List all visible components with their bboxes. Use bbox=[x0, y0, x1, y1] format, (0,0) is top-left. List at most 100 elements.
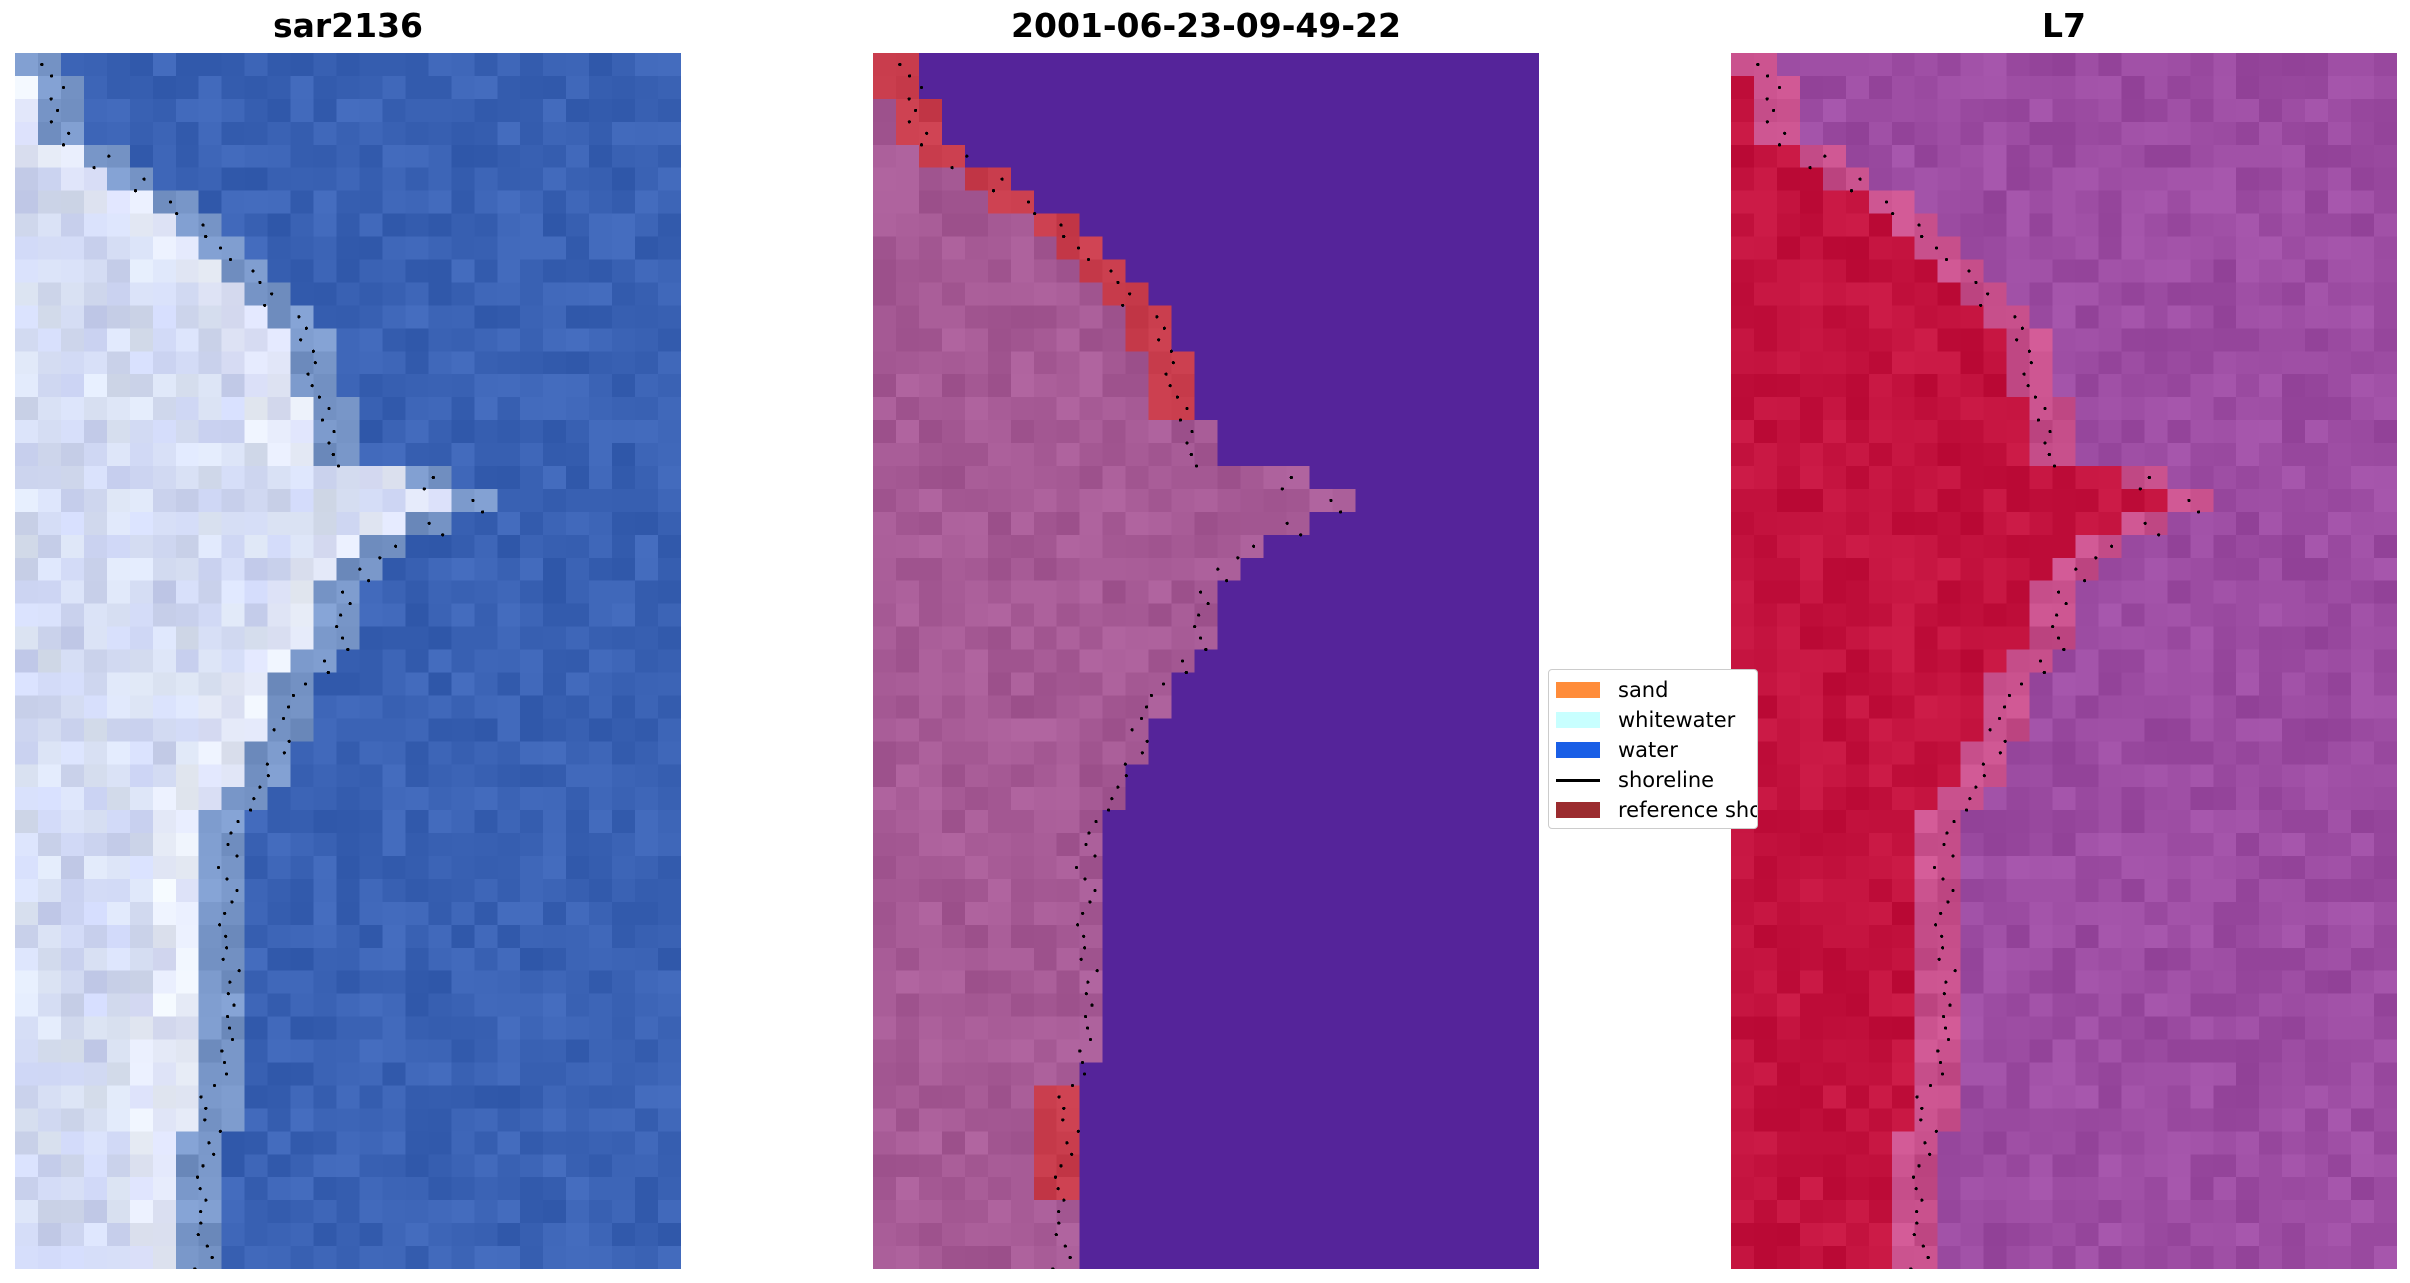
pixel bbox=[1240, 465, 1265, 490]
pixel bbox=[964, 53, 989, 77]
pixel bbox=[336, 764, 361, 788]
pixel bbox=[1010, 488, 1035, 513]
pixel bbox=[635, 1200, 659, 1224]
pixel bbox=[290, 1131, 315, 1155]
pixel bbox=[2282, 787, 2306, 811]
pixel bbox=[2374, 53, 2397, 77]
pixel bbox=[1937, 924, 1962, 949]
pixel bbox=[589, 1131, 613, 1155]
pixel bbox=[1217, 718, 1242, 742]
pixel bbox=[405, 924, 429, 949]
pixel bbox=[1079, 465, 1104, 490]
pixel bbox=[2374, 351, 2397, 375]
pixel bbox=[1125, 167, 1150, 192]
pixel bbox=[589, 328, 613, 352]
shoreline-point bbox=[303, 682, 308, 686]
pixel bbox=[1217, 465, 1242, 490]
pixel bbox=[359, 511, 384, 536]
pixel bbox=[1845, 764, 1870, 788]
pixel bbox=[1309, 236, 1333, 261]
pixel bbox=[566, 282, 590, 306]
pixel bbox=[1332, 534, 1356, 559]
shoreline-point bbox=[1088, 1038, 1093, 1042]
pixel bbox=[2259, 213, 2283, 238]
pixel bbox=[1056, 672, 1081, 697]
pixel bbox=[589, 351, 613, 375]
pixel bbox=[83, 603, 108, 628]
shoreline-point bbox=[224, 1072, 229, 1076]
pixel bbox=[1470, 465, 1494, 490]
pixel bbox=[198, 1131, 223, 1155]
pixel bbox=[1056, 53, 1081, 77]
pixel bbox=[1731, 878, 1755, 903]
pixel bbox=[2075, 213, 2100, 238]
shoreline-point bbox=[224, 934, 228, 938]
pixel bbox=[83, 1131, 108, 1155]
pixel bbox=[336, 190, 361, 215]
shoreline-point bbox=[204, 234, 208, 239]
pixel bbox=[1516, 98, 1539, 123]
pixel bbox=[1378, 75, 1402, 100]
pixel bbox=[1332, 924, 1356, 949]
pixel bbox=[658, 580, 681, 605]
pixel bbox=[1891, 856, 1916, 880]
pixel bbox=[2328, 465, 2352, 490]
pixel bbox=[2328, 351, 2352, 375]
pixel bbox=[658, 856, 681, 880]
pixel bbox=[918, 53, 943, 77]
pixel bbox=[1937, 534, 1962, 559]
pixel bbox=[2144, 626, 2168, 651]
pixel bbox=[382, 1085, 407, 1109]
pixel bbox=[873, 511, 897, 536]
pixel bbox=[1194, 374, 1219, 398]
pixel bbox=[1033, 993, 1058, 1018]
pixel bbox=[2236, 1016, 2260, 1041]
pixel bbox=[1914, 695, 1939, 719]
pixel bbox=[612, 557, 636, 582]
pixel bbox=[1240, 144, 1265, 169]
pixel bbox=[1033, 810, 1058, 834]
pixel bbox=[336, 993, 361, 1018]
pixel bbox=[2052, 420, 2077, 444]
pixel bbox=[2282, 144, 2306, 169]
pixel bbox=[1868, 901, 1893, 926]
pixel bbox=[1217, 741, 1242, 765]
pixel bbox=[2190, 1016, 2214, 1041]
pixel bbox=[1960, 856, 1985, 880]
pixel bbox=[1914, 718, 1939, 742]
pixel bbox=[2052, 856, 2077, 880]
pixel bbox=[129, 741, 154, 765]
shoreline-point bbox=[1095, 969, 1099, 973]
pixel bbox=[2029, 282, 2054, 306]
pixel bbox=[964, 305, 989, 329]
pixel bbox=[451, 787, 475, 811]
pixel bbox=[1102, 1154, 1127, 1178]
pixel bbox=[1079, 420, 1104, 444]
pixel bbox=[2282, 924, 2306, 949]
pixel bbox=[1401, 970, 1425, 995]
pixel bbox=[2236, 580, 2260, 605]
pixel bbox=[2167, 1016, 2191, 1041]
pixel bbox=[658, 947, 681, 972]
pixel bbox=[918, 1108, 943, 1132]
pixel bbox=[2075, 1177, 2100, 1201]
pixel bbox=[1194, 305, 1219, 329]
shoreline-point bbox=[1858, 177, 1862, 181]
pixel bbox=[1493, 1177, 1517, 1201]
pixel bbox=[1194, 53, 1219, 77]
shoreline-point bbox=[2043, 407, 2047, 411]
pixel bbox=[964, 764, 989, 788]
pixel bbox=[2305, 557, 2329, 582]
pixel bbox=[1731, 167, 1755, 192]
pixel bbox=[566, 397, 590, 421]
pixel bbox=[451, 764, 475, 788]
pixel bbox=[359, 787, 384, 811]
shoreline-point bbox=[1075, 865, 1079, 870]
pixel bbox=[873, 98, 897, 123]
pixel bbox=[1079, 580, 1104, 605]
pixel bbox=[1753, 121, 1778, 146]
pixel bbox=[895, 397, 920, 421]
pixel bbox=[658, 236, 681, 261]
pixel bbox=[428, 695, 452, 719]
shoreline-point bbox=[1942, 992, 1946, 996]
